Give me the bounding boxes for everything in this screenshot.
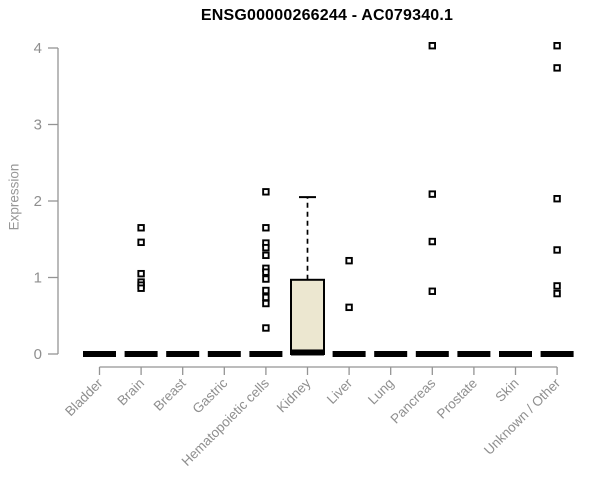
outlier-point-unknown-other <box>553 282 561 290</box>
outlier-point-pancreas <box>428 237 436 246</box>
x-tick-label-gastric: Gastric <box>190 375 231 416</box>
outlier-point-pancreas <box>428 190 436 198</box>
x-tick-label-lung: Lung <box>365 376 397 408</box>
x-tick-label-skin: Skin <box>492 376 521 405</box>
x-tick-label-unknown-other: Unknown / Other <box>481 375 564 458</box>
median-bar-liver <box>332 351 366 357</box>
outlier-point-hematopoietic-cells <box>262 268 270 276</box>
outlier-point-hematopoietic-cells <box>262 243 270 252</box>
outlier-point-hematopoietic-cells <box>262 251 270 260</box>
outlier-point-hematopoietic-cells <box>262 224 270 232</box>
outlier-point-pancreas <box>428 42 436 50</box>
x-tick-label-breast: Breast <box>151 375 189 413</box>
median-bar-breast <box>166 351 200 357</box>
outlier-point-pancreas <box>428 287 436 295</box>
outlier-point-unknown-other <box>553 195 561 203</box>
x-tick-label-kidney: Kidney <box>274 375 314 415</box>
outlier-point-hematopoietic-cells <box>262 293 270 302</box>
median-bar-prostate <box>457 351 491 357</box>
median-bar-gastric <box>207 351 241 357</box>
x-tick-label-liver: Liver <box>324 375 356 407</box>
outlier-point-brain <box>137 238 145 247</box>
outlier-point-hematopoietic-cells <box>262 286 270 295</box>
outlier-point-liver <box>345 256 353 265</box>
median-bar-bladder <box>83 351 116 357</box>
outlier-point-hematopoietic-cells <box>262 324 270 332</box>
y-tick-label: 1 <box>34 270 42 287</box>
median-bar-lung <box>374 351 408 357</box>
y-tick-label: 3 <box>34 117 42 134</box>
outlier-point-hematopoietic-cells <box>262 188 270 196</box>
outlier-point-liver <box>345 303 353 312</box>
median-bar-hematopoietic-cells <box>249 351 283 357</box>
x-tick-label-brain: Brain <box>114 376 147 409</box>
chart-title: ENSG00000266244 - AC079340.1 <box>200 7 454 24</box>
y-tick-label: 0 <box>34 346 42 363</box>
median-bar-pancreas <box>415 351 449 357</box>
y-tick-label: 2 <box>34 193 42 210</box>
outlier-point-hematopoietic-cells <box>262 299 270 308</box>
outlier-point-brain <box>137 284 145 292</box>
outlier-point-unknown-other <box>553 42 561 50</box>
outlier-point-hematopoietic-cells <box>262 275 270 283</box>
x-tick-label-bladder: Bladder <box>62 375 106 419</box>
outlier-point-unknown-other <box>553 289 561 298</box>
median-bar-brain <box>124 351 158 357</box>
x-tick-label-pancreas: Pancreas <box>387 375 438 426</box>
y-tick-label: 4 <box>34 40 42 57</box>
median-bar-skin <box>499 351 532 357</box>
outlier-point-unknown-other <box>553 64 561 72</box>
median-bar-kidney <box>291 349 324 356</box>
median-bar-unknown-other <box>540 351 574 357</box>
box-kidney <box>290 278 325 356</box>
outlier-point-unknown-other <box>553 246 561 254</box>
x-tick-label-prostate: Prostate <box>434 376 480 422</box>
outlier-point-brain <box>137 269 145 278</box>
outlier-point-brain <box>137 224 145 232</box>
